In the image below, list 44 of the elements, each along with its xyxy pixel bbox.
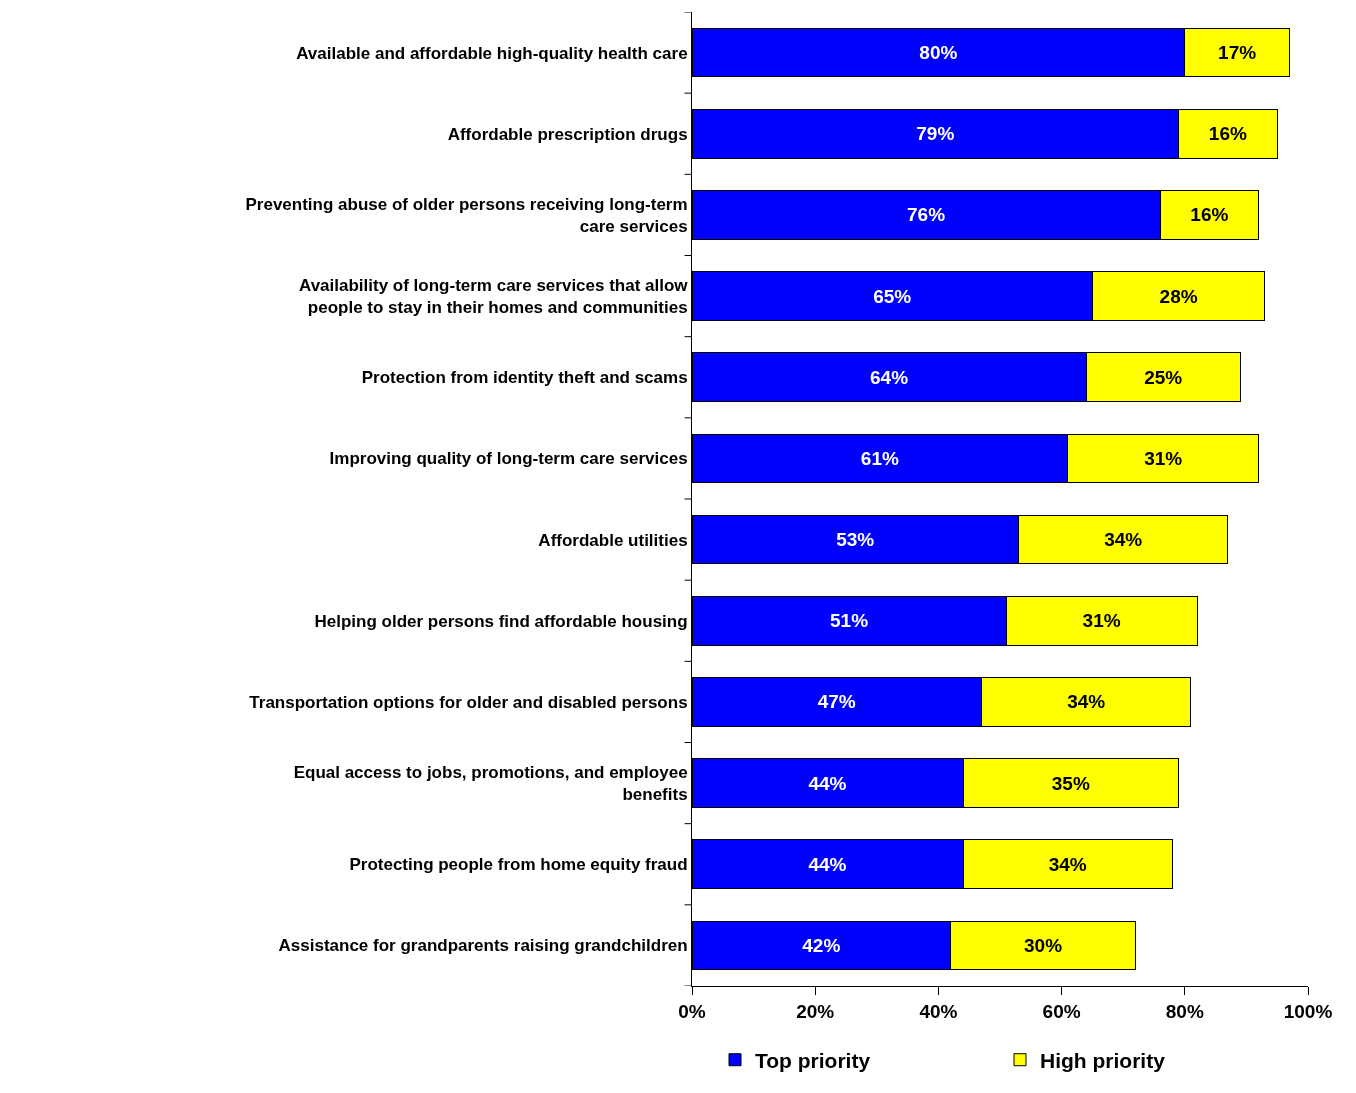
y-tick-label: Protecting people from home equity fraud — [349, 855, 688, 875]
data-label: 61% — [860, 447, 899, 469]
data-label: 17% — [1218, 42, 1257, 64]
data-label: 31% — [1144, 447, 1183, 469]
legend-label: Top priority — [755, 1048, 871, 1072]
data-label: 34% — [1104, 529, 1143, 551]
data-label: 34% — [1048, 853, 1087, 875]
y-tick-label: Improving quality of long-term care services — [329, 449, 688, 469]
data-label: 76% — [907, 204, 946, 226]
data-label: 53% — [836, 529, 875, 551]
x-tick-label: 80% — [1165, 1000, 1204, 1022]
data-label: 42% — [802, 934, 841, 956]
data-label: 30% — [1024, 934, 1063, 956]
data-label: 35% — [1051, 772, 1090, 794]
x-tick-label: 0% — [678, 1000, 706, 1022]
x-tick-label: 100% — [1283, 1000, 1333, 1022]
y-tick-label: Assistance for grandparents raising grandchildren — [278, 936, 688, 956]
x-tick-label: 40% — [919, 1000, 958, 1022]
data-label: 47% — [817, 691, 856, 713]
data-label: 16% — [1208, 123, 1247, 145]
data-label: 51% — [830, 610, 869, 632]
y-tick-label: Availability of long-term care services that allow people to stay in their homes and communities — [298, 275, 689, 318]
data-label: 34% — [1067, 691, 1106, 713]
legend-label: High priority — [1040, 1048, 1166, 1072]
data-label: 65% — [873, 285, 912, 307]
y-tick-label: Affordable prescription drugs — [447, 124, 688, 144]
y-tick-label: Transportation options for older and disabled persons — [249, 692, 688, 712]
data-label: 79% — [916, 123, 955, 145]
data-label: 31% — [1082, 610, 1121, 632]
y-tick-label: Available and affordable high-quality health care — [296, 43, 688, 63]
data-label: 64% — [870, 366, 909, 388]
data-label: 28% — [1159, 285, 1198, 307]
x-tick-label: 20% — [796, 1000, 835, 1022]
data-label: 44% — [808, 853, 847, 875]
y-tick-label: Affordable utilities — [538, 530, 688, 550]
data-label: 44% — [808, 772, 847, 794]
data-label: 16% — [1190, 204, 1229, 226]
data-label: 80% — [919, 42, 958, 64]
y-tick-label: Preventing abuse of older persons receiving long-term care services — [245, 194, 688, 236]
x-tick-label: 60% — [1042, 1000, 1081, 1022]
data-label: 25% — [1144, 366, 1183, 388]
y-tick-label: Protection from identity theft and scams — [361, 368, 688, 388]
y-tick-label: Equal access to jobs, promotions, and employee benefits — [293, 762, 688, 805]
y-tick-label: Helping older persons find affordable housing — [314, 611, 688, 631]
